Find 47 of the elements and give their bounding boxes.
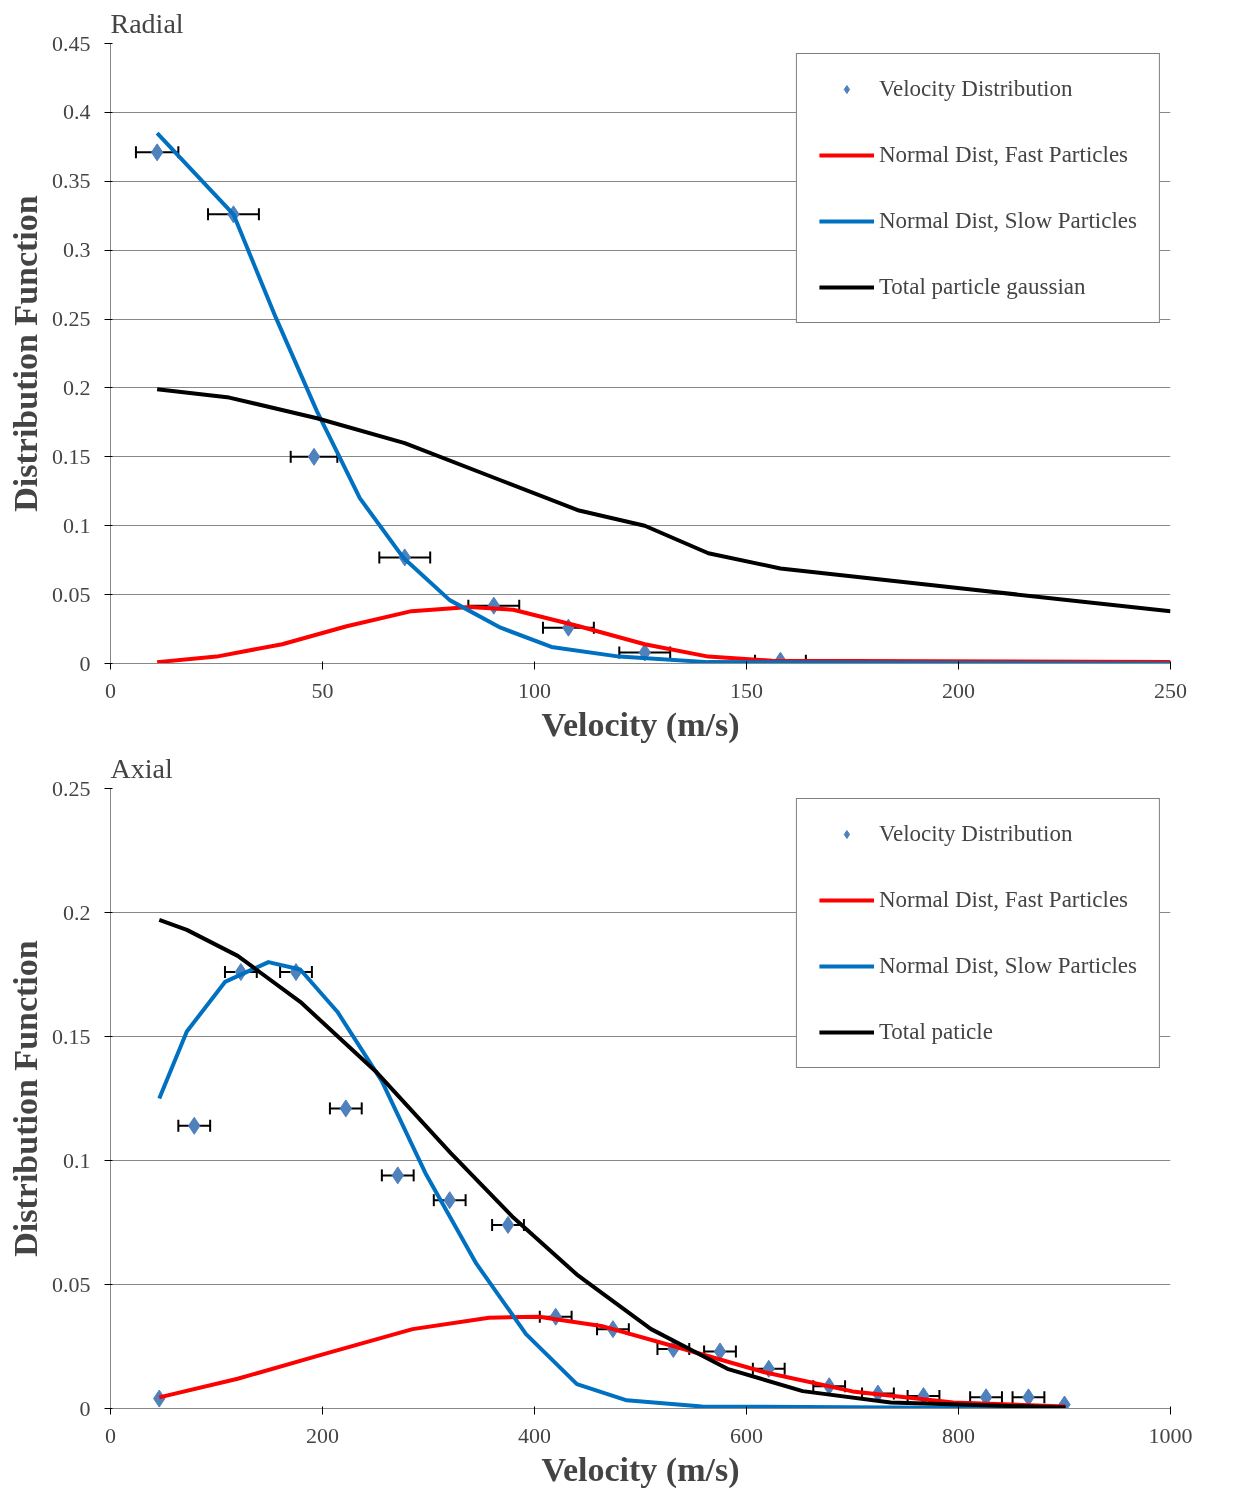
y-tick-label: 0.4 xyxy=(63,99,91,125)
y-tick-label: 0.1 xyxy=(63,512,91,538)
y-tick-label: 0.25 xyxy=(52,775,91,801)
x-tick-label: 400 xyxy=(518,1422,551,1448)
legend-label: Normal Dist, Slow Particles xyxy=(878,953,1137,979)
x-axis-title: Velocity (m/s) xyxy=(541,705,740,744)
y-axis-title: Distribution Function xyxy=(7,195,44,512)
x-tick-label: 0 xyxy=(105,677,116,703)
x-tick-label: 100 xyxy=(518,677,551,703)
x-tick-label: 200 xyxy=(306,1422,339,1448)
y-tick-label: 0 xyxy=(79,1395,91,1421)
chart-title: Axial xyxy=(110,752,173,784)
y-axis-title: Distribution Function xyxy=(7,940,44,1257)
x-axis-title: Velocity (m/s) xyxy=(541,1450,740,1489)
line-series xyxy=(155,387,1171,614)
legend-label: Normal Dist, Slow Particles xyxy=(878,208,1137,234)
x-tick-label: 800 xyxy=(942,1422,975,1448)
x-tick-label: 150 xyxy=(730,677,763,703)
y-tick-label: 0.1 xyxy=(63,1147,91,1173)
legend-label: Total paticle xyxy=(878,1019,993,1045)
legend-label: Normal Dist, Fast Particles xyxy=(878,142,1129,168)
y-tick-label: 0.2 xyxy=(63,899,91,925)
x-tick-label: 250 xyxy=(1154,677,1187,703)
line-series xyxy=(155,131,1171,664)
y-tick-label: 0.45 xyxy=(52,30,91,56)
x-tick-label: 0 xyxy=(105,1422,116,1448)
y-tick-label: 0.2 xyxy=(63,374,91,400)
x-tick-label: 50 xyxy=(311,677,334,703)
y-tick-label: 0.15 xyxy=(52,1023,91,1049)
chart-title: Radial xyxy=(110,7,184,39)
x-tick-label: 600 xyxy=(730,1422,763,1448)
x-tick-label: 1000 xyxy=(1148,1422,1193,1448)
y-tick-label: 0.15 xyxy=(52,443,91,469)
y-tick-label: 0.3 xyxy=(63,237,91,263)
legend-label: Velocity Distribution xyxy=(878,76,1073,102)
y-tick-label: 0.35 xyxy=(52,168,91,194)
legend-label: Total particle gaussian xyxy=(878,274,1086,300)
y-tick-label: 0.05 xyxy=(52,1271,91,1297)
point xyxy=(307,447,321,466)
x-tick-label: 200 xyxy=(942,677,975,703)
legend-label: Velocity Distribution xyxy=(878,821,1073,847)
y-tick-label: 0.05 xyxy=(52,581,91,607)
legend-label: Normal Dist, Fast Particles xyxy=(878,887,1129,913)
point xyxy=(501,1215,515,1234)
point xyxy=(150,143,164,162)
y-tick-label: 0.25 xyxy=(52,306,91,332)
y-tick-label: 0 xyxy=(79,650,91,676)
